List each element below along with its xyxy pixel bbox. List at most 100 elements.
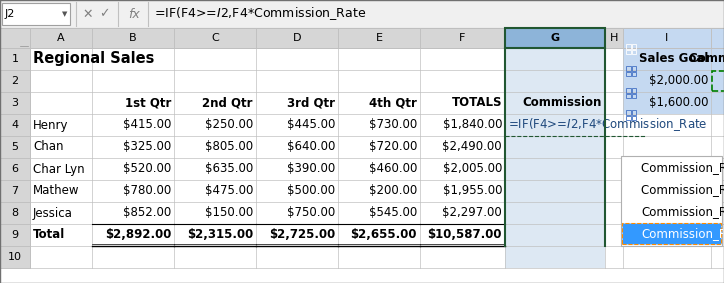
Bar xyxy=(30,246,724,268)
Text: $520.00: $520.00 xyxy=(123,162,171,175)
Text: $2,297.00: $2,297.00 xyxy=(442,207,502,220)
Bar xyxy=(30,92,724,114)
Text: $475.00: $475.00 xyxy=(205,185,253,198)
Text: $2,892.00: $2,892.00 xyxy=(105,228,171,241)
Bar xyxy=(256,28,338,48)
Bar xyxy=(30,48,724,70)
Text: 4: 4 xyxy=(12,120,19,130)
Bar xyxy=(626,93,631,98)
Bar xyxy=(30,136,724,158)
Text: Commission_Rate (Workbook): Commission_Rate (Workbook) xyxy=(641,162,724,175)
Text: 7: 7 xyxy=(12,186,19,196)
Bar xyxy=(626,66,631,70)
Text: $325.00: $325.00 xyxy=(123,140,171,153)
Text: 4th Qtr: 4th Qtr xyxy=(369,97,417,110)
Text: fx: fx xyxy=(128,8,140,20)
Bar xyxy=(626,50,631,54)
Text: $1,955.00: $1,955.00 xyxy=(442,185,502,198)
Text: Char Lyn: Char Lyn xyxy=(33,162,85,175)
Bar xyxy=(711,70,724,92)
Bar xyxy=(0,136,30,158)
Text: $750.00: $750.00 xyxy=(287,207,335,220)
Text: H: H xyxy=(610,33,618,43)
Bar xyxy=(631,93,636,98)
Text: Mathew: Mathew xyxy=(33,185,80,198)
Text: $500.00: $500.00 xyxy=(287,185,335,198)
Text: $720.00: $720.00 xyxy=(369,140,417,153)
Text: $390.00: $390.00 xyxy=(287,162,335,175)
Bar xyxy=(622,223,721,244)
Bar xyxy=(626,115,631,120)
Bar xyxy=(626,72,631,76)
Text: D: D xyxy=(292,33,301,43)
Text: $2,655.00: $2,655.00 xyxy=(350,228,417,241)
Bar xyxy=(623,28,711,48)
Text: $2,000.00: $2,000.00 xyxy=(649,74,708,87)
Text: $805.00: $805.00 xyxy=(205,140,253,153)
Bar xyxy=(631,115,636,120)
Bar xyxy=(623,92,711,114)
Bar xyxy=(30,70,724,92)
Bar xyxy=(0,70,30,92)
Text: Regional Sales: Regional Sales xyxy=(33,52,154,67)
Text: 5: 5 xyxy=(12,142,19,152)
Bar xyxy=(505,28,605,48)
Bar xyxy=(420,28,505,48)
Text: 1: 1 xyxy=(12,54,19,64)
Text: Jessica: Jessica xyxy=(33,207,73,220)
Bar xyxy=(631,50,636,54)
Bar xyxy=(621,156,722,246)
Bar xyxy=(30,180,724,202)
Text: 9: 9 xyxy=(12,230,19,240)
Bar xyxy=(30,114,724,136)
Text: $730.00: $730.00 xyxy=(369,119,417,132)
Text: ▼: ▼ xyxy=(62,11,67,17)
Bar xyxy=(0,48,30,70)
Text: Commission Rate: Commission Rate xyxy=(689,53,724,65)
Text: 2: 2 xyxy=(12,76,19,86)
Text: 8: 8 xyxy=(12,208,19,218)
Text: $1,840.00: $1,840.00 xyxy=(442,119,502,132)
Text: 2nd Qtr: 2nd Qtr xyxy=(203,97,253,110)
Bar xyxy=(30,158,724,180)
Text: ✕: ✕ xyxy=(83,8,93,20)
Bar xyxy=(631,44,636,48)
Bar xyxy=(505,48,605,70)
Bar xyxy=(505,114,605,136)
Text: $640.00: $640.00 xyxy=(287,140,335,153)
Text: $2,725.00: $2,725.00 xyxy=(269,228,335,241)
Bar xyxy=(631,88,636,93)
Text: $415.00: $415.00 xyxy=(122,119,171,132)
Text: TOTALS: TOTALS xyxy=(452,97,502,110)
Text: Chan: Chan xyxy=(33,140,64,153)
Bar xyxy=(711,28,724,48)
Bar xyxy=(623,48,711,70)
Text: $1,600.00: $1,600.00 xyxy=(649,97,708,110)
Text: $250.00: $250.00 xyxy=(205,119,253,132)
Text: 3rd Qtr: 3rd Qtr xyxy=(287,97,335,110)
Text: =IF(F4>=$I$2,F4*Commission_Rate: =IF(F4>=$I$2,F4*Commission_Rate xyxy=(508,117,707,134)
Text: 6: 6 xyxy=(12,164,19,174)
Bar xyxy=(605,28,623,48)
Text: $545.00: $545.00 xyxy=(369,207,417,220)
Text: $445.00: $445.00 xyxy=(287,119,335,132)
Text: $780.00: $780.00 xyxy=(123,185,171,198)
Bar xyxy=(711,48,724,70)
Bar xyxy=(626,88,631,93)
Bar xyxy=(0,158,30,180)
Text: $2,005.00: $2,005.00 xyxy=(442,162,502,175)
Bar xyxy=(626,44,631,48)
Text: $635.00: $635.00 xyxy=(205,162,253,175)
Bar xyxy=(505,246,605,268)
Text: Henry: Henry xyxy=(33,119,69,132)
Text: $10,587.00: $10,587.00 xyxy=(427,228,502,241)
Bar xyxy=(0,224,30,246)
Text: ✓: ✓ xyxy=(98,8,109,20)
Bar xyxy=(0,202,30,224)
Text: Total: Total xyxy=(33,228,65,241)
Bar xyxy=(0,92,30,114)
Bar xyxy=(631,72,636,76)
Bar xyxy=(2,3,70,25)
Text: Commission_Rate_10: Commission_Rate_10 xyxy=(641,205,724,218)
Text: Sales Goal: Sales Goal xyxy=(639,53,708,65)
